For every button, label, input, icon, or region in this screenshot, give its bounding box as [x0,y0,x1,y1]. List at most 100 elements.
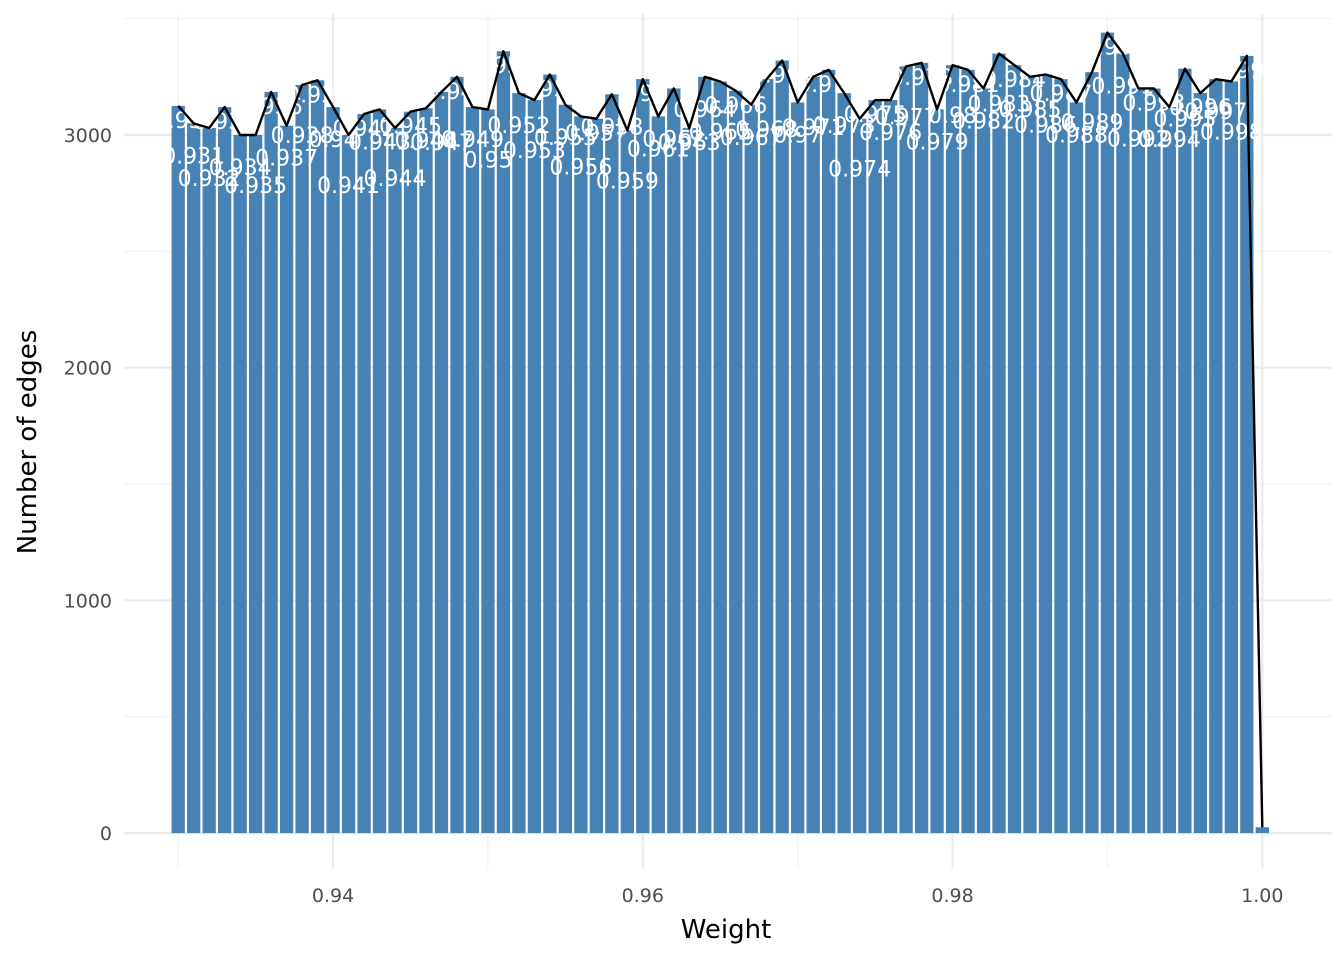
bar-label: 0.973 [813,114,876,139]
x-axis-title: Weight [681,915,772,945]
bar [698,76,712,834]
bar [279,125,294,834]
bar [558,104,573,834]
bar-label: 0.984 [983,68,1046,93]
bar [636,79,650,834]
bar-label: 0.932 [178,167,241,192]
bar [682,128,696,834]
bar [310,80,325,834]
bar-label: 0.933 [193,110,256,135]
bar [1209,79,1223,834]
x-axis-tick-labels: 0.94 0.96 0.98 1.00 [312,885,1284,907]
y-axis-title: Number of edges [13,330,43,555]
bar [1147,88,1161,834]
bar-label: 0.991 [1091,75,1154,100]
bar [883,100,898,834]
bar-label: 0.986 [1014,114,1077,139]
bar [388,128,402,834]
bar-label: 0.938 [271,124,334,149]
bar [1069,102,1084,834]
trend-line-path [177,31,1264,828]
bar [372,109,387,834]
bar [822,69,836,834]
bar [450,76,464,834]
bar [992,53,1006,834]
y-tick-label: 2000 [64,358,112,380]
bar-label: 0.953 [503,139,566,164]
bar-label: 0.979 [906,130,969,155]
bar [187,123,201,834]
bar [605,94,619,834]
bar [481,109,495,834]
y-tick-label: 1000 [64,590,112,612]
bar [930,109,944,834]
bar [403,111,418,834]
bar-label: 0.942 [333,117,396,142]
bar-label: 0.967 [720,126,783,151]
bar [1131,88,1146,834]
bar [218,107,232,834]
y-tick-label: 3000 [64,125,112,147]
bar [527,100,542,834]
y-axis-tick-labels: 0 1000 2000 3000 [64,125,112,845]
bar-label: 0.997 [1184,100,1247,125]
bar [233,135,247,834]
bar-label: 0.998 [1200,120,1263,145]
bar-label: 0.961 [627,137,690,162]
bar-label: 0.963 [658,131,721,156]
bar-label: 0.947 [410,131,473,156]
bar [202,128,216,834]
y-tick-label: 0 [100,823,112,845]
bar [868,100,882,834]
bar-label: 0.968 [735,118,798,143]
bar [1162,107,1177,834]
bar [465,107,480,834]
bar [512,93,526,834]
bar-label: 0.982 [952,109,1015,134]
bar-label: 0.944 [364,167,427,192]
bar-label: 0.994 [1138,128,1201,153]
bar [543,74,557,834]
bar [1054,79,1068,834]
bar [760,79,774,834]
bar [914,62,929,834]
bar [899,66,913,834]
bar-label: 0.954 [518,78,581,103]
bar [248,135,263,834]
bar-label: 0.964 [673,98,736,123]
bars [171,32,1269,834]
bar [1038,74,1053,834]
bar [1224,81,1238,834]
bar-label: 0.992 [1107,127,1170,152]
bar [1023,76,1037,834]
bar-label: 0.936 [240,95,303,120]
bar [744,104,758,834]
bar [1255,827,1269,834]
x-tick-label: 0.98 [931,885,973,907]
bar-label: 0.97 [773,123,822,148]
bar [419,108,433,834]
bar [620,130,634,834]
bar-label: 0.93 [154,109,203,134]
bar-label: 0.943 [348,130,411,155]
bar [341,135,356,834]
bar-label: 0.985 [999,98,1062,123]
bar-label: 0.934 [209,156,272,181]
bar-label: 0.987 [1029,82,1092,107]
bar-label: 0.937 [255,147,318,172]
bar [806,76,820,834]
bar-label: 0.988 [1045,123,1108,148]
bar-label: 0.972 [797,73,860,98]
bar-label: 0.955 [534,126,597,151]
bar [775,60,789,834]
bar [713,81,727,834]
bar-label: 0.952 [487,114,550,139]
bar [1178,68,1192,834]
trend-line [177,31,1264,828]
bar [589,118,604,834]
bar-label: 0.946 [395,129,458,154]
bar-label: 0.959 [596,169,659,194]
bar-label: 0.966 [704,94,767,119]
bar-value-labels: 0.930.9310.9320.9330.9340.9350.9360.9370… [154,36,1279,826]
